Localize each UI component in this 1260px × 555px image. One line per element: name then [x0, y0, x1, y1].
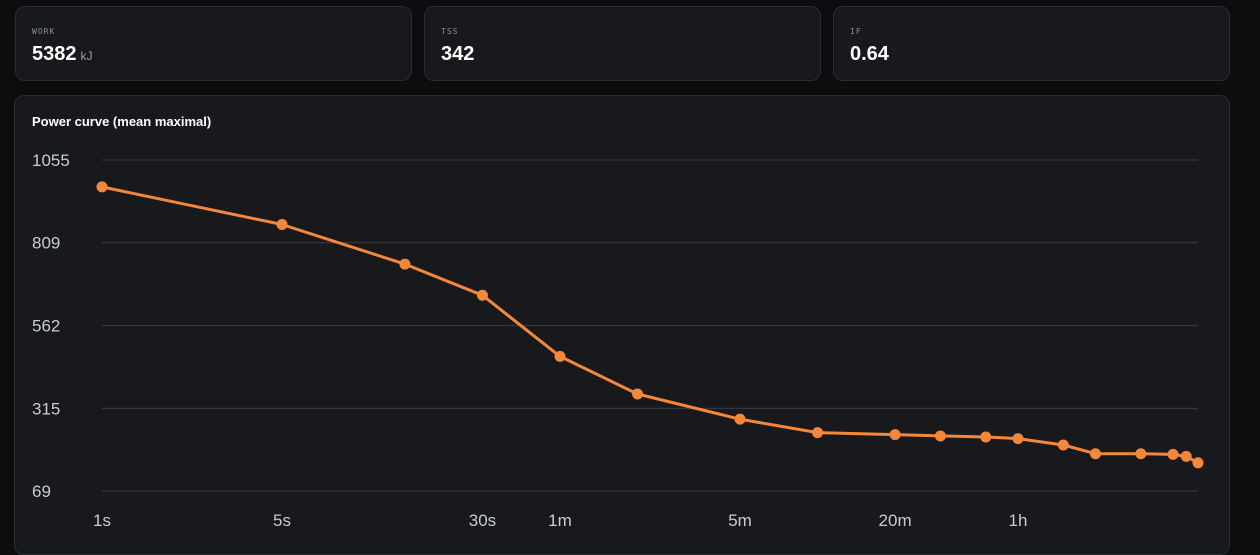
power-curve-panel: Power curve (mean maximal) 1055 809 562 315…: [14, 95, 1230, 555]
y-tick-label: 1055: [32, 151, 70, 170]
x-tick-label: 20m: [879, 511, 912, 530]
stat-label: WORK: [32, 27, 56, 36]
data-point: [276, 218, 288, 230]
data-point: [1135, 448, 1147, 460]
x-tick-label: 1h: [1009, 511, 1028, 530]
series-line: [101, 185, 1199, 465]
data-point: [734, 413, 746, 425]
data-point: [399, 258, 411, 270]
stat-number: 5382: [32, 43, 77, 65]
y-tick-label: 315: [32, 399, 60, 418]
data-point: [1090, 448, 1102, 460]
data-point: [1057, 439, 1069, 451]
data-point: [980, 431, 992, 443]
stat-value: 5382 kJ: [32, 43, 93, 66]
stat-unit: kJ: [80, 49, 93, 63]
stat-number: 342: [441, 43, 475, 65]
x-tick-label: 30s: [469, 511, 496, 530]
chart-title: Power curve (mean maximal): [32, 114, 212, 129]
data-point: [934, 430, 946, 442]
stat-label: IF: [850, 27, 862, 36]
stat-card-tss: TSS 342: [424, 6, 821, 81]
stat-number: 0.64: [850, 43, 889, 65]
power-curve-chart: 1055 809 562 315 69 1s 5s 30s 1m 5m 20m 1h: [32, 151, 1204, 530]
x-tick-label: 1m: [548, 511, 572, 530]
data-point: [1180, 450, 1192, 462]
data-point: [1012, 433, 1024, 445]
stat-card-work: WORK 5382 kJ: [15, 6, 412, 81]
data-point: [476, 289, 488, 301]
stat-value: 0.64: [850, 43, 889, 66]
data-point: [889, 429, 901, 441]
data-point: [1167, 448, 1179, 460]
y-tick-label: 562: [32, 317, 60, 336]
x-tick-label: 5m: [728, 511, 752, 530]
data-point: [812, 427, 824, 439]
data-point: [1192, 457, 1204, 469]
stat-value: 342: [441, 43, 474, 66]
y-tick-label: 69: [32, 482, 51, 501]
stat-card-if: IF 0.64: [833, 6, 1230, 81]
data-point: [554, 350, 566, 362]
x-tick-label: 1s: [93, 511, 111, 530]
stat-label: TSS: [441, 27, 459, 36]
x-tick-label: 5s: [273, 511, 291, 530]
data-point: [632, 388, 644, 400]
y-tick-label: 809: [32, 234, 60, 253]
data-point: [96, 181, 108, 193]
